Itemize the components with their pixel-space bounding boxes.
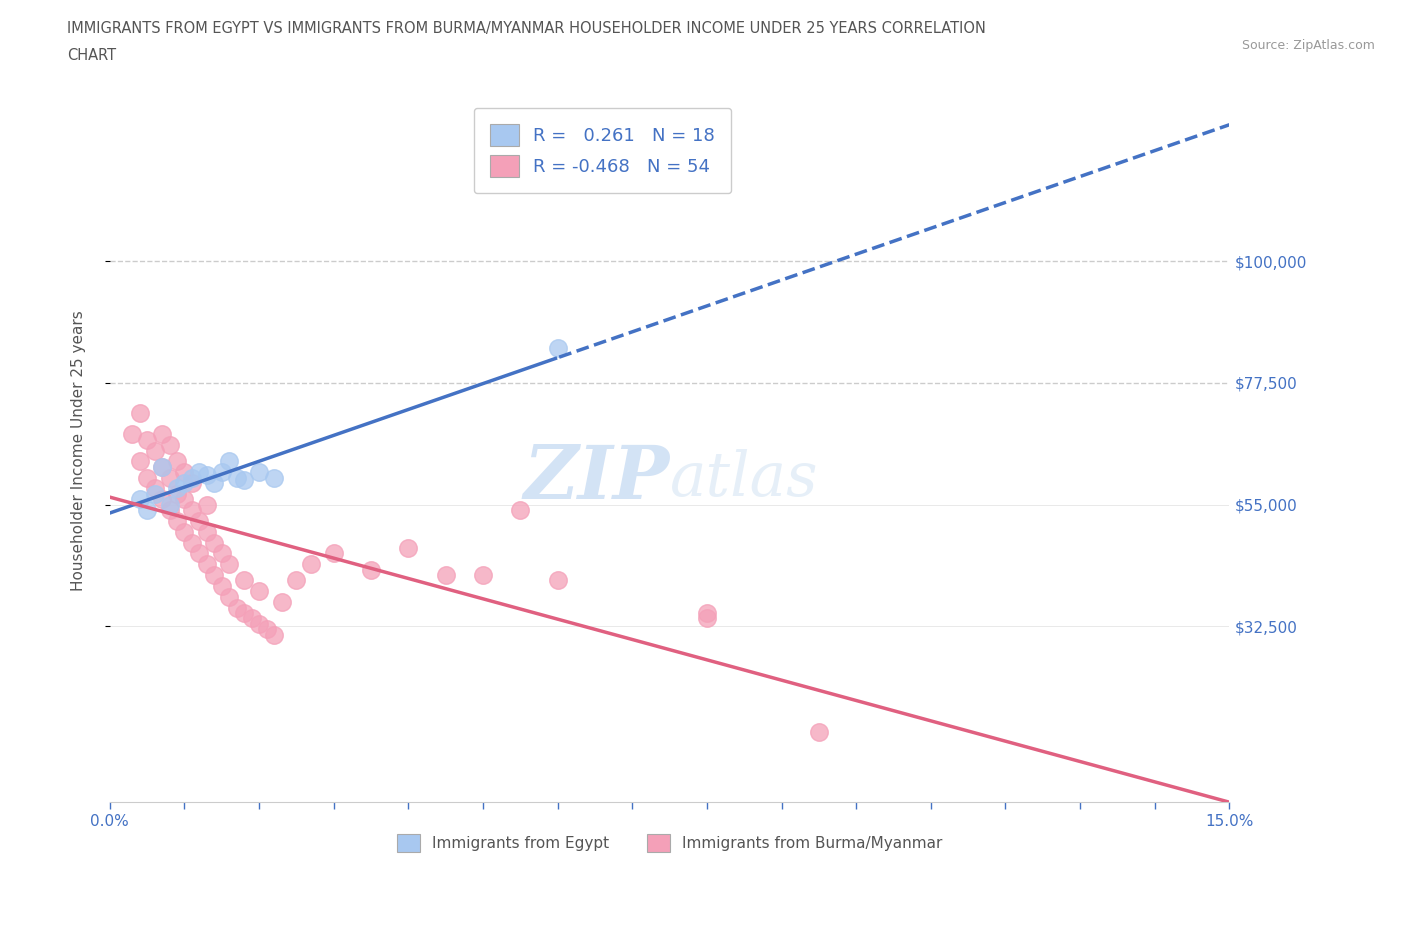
Point [211, 546, 233, 561]
Point [225, 471, 247, 485]
Point [150, 459, 173, 474]
Point [128, 492, 150, 507]
Point [166, 454, 188, 469]
Point [159, 471, 181, 485]
Text: atlas: atlas [669, 448, 818, 509]
Point [128, 454, 150, 469]
Point [181, 535, 204, 550]
Point [181, 475, 204, 490]
Point [166, 481, 188, 496]
Text: Source: ZipAtlas.com: Source: ZipAtlas.com [1241, 39, 1375, 52]
Point [225, 600, 247, 615]
Point [285, 573, 308, 588]
Point [188, 513, 211, 528]
Point [202, 475, 225, 490]
Point [136, 502, 159, 517]
Point [143, 481, 166, 496]
Point [299, 557, 322, 572]
Point [696, 605, 718, 620]
Point [159, 498, 181, 512]
Point [121, 427, 143, 442]
Point [166, 486, 188, 501]
Point [195, 557, 218, 572]
Point [218, 557, 240, 572]
Point [173, 465, 195, 480]
Point [696, 611, 718, 626]
Point [195, 525, 218, 539]
Point [807, 724, 830, 739]
Point [128, 405, 150, 420]
Point [472, 567, 495, 582]
Point [263, 471, 285, 485]
Point [256, 622, 278, 637]
Point [233, 605, 256, 620]
Text: ZIP: ZIP [523, 443, 669, 515]
Point [136, 471, 159, 485]
Point [360, 563, 382, 578]
Point [211, 465, 233, 480]
Point [211, 578, 233, 593]
Point [143, 486, 166, 501]
Point [218, 454, 240, 469]
Text: IMMIGRANTS FROM EGYPT VS IMMIGRANTS FROM BURMA/MYANMAR HOUSEHOLDER INCOME UNDER : IMMIGRANTS FROM EGYPT VS IMMIGRANTS FROM… [67, 21, 987, 36]
Point [509, 502, 531, 517]
Point [173, 492, 195, 507]
Point [547, 573, 569, 588]
Point [240, 611, 263, 626]
Point [173, 475, 195, 490]
Legend: Immigrants from Egypt, Immigrants from Burma/Myanmar: Immigrants from Egypt, Immigrants from B… [391, 829, 949, 858]
Point [150, 492, 173, 507]
Point [159, 438, 181, 453]
Point [434, 567, 457, 582]
Point [181, 471, 204, 485]
Point [159, 502, 181, 517]
Point [181, 502, 204, 517]
Point [218, 590, 240, 604]
Point [247, 617, 270, 631]
Point [233, 472, 256, 487]
Point [188, 546, 211, 561]
Point [396, 540, 419, 555]
Point [195, 498, 218, 512]
Point [322, 546, 344, 561]
Point [150, 427, 173, 442]
Point [270, 594, 292, 609]
Point [233, 573, 256, 588]
Text: CHART: CHART [67, 48, 117, 63]
Point [547, 340, 569, 355]
Point [195, 468, 218, 483]
Point [247, 465, 270, 480]
Point [247, 584, 270, 599]
Point [202, 535, 225, 550]
Point [143, 443, 166, 458]
Point [136, 432, 159, 447]
Point [173, 525, 195, 539]
Point [150, 459, 173, 474]
Point [263, 627, 285, 642]
Y-axis label: Householder Income Under 25 years: Householder Income Under 25 years [72, 311, 86, 591]
Point [188, 465, 211, 480]
Point [202, 567, 225, 582]
Point [166, 513, 188, 528]
